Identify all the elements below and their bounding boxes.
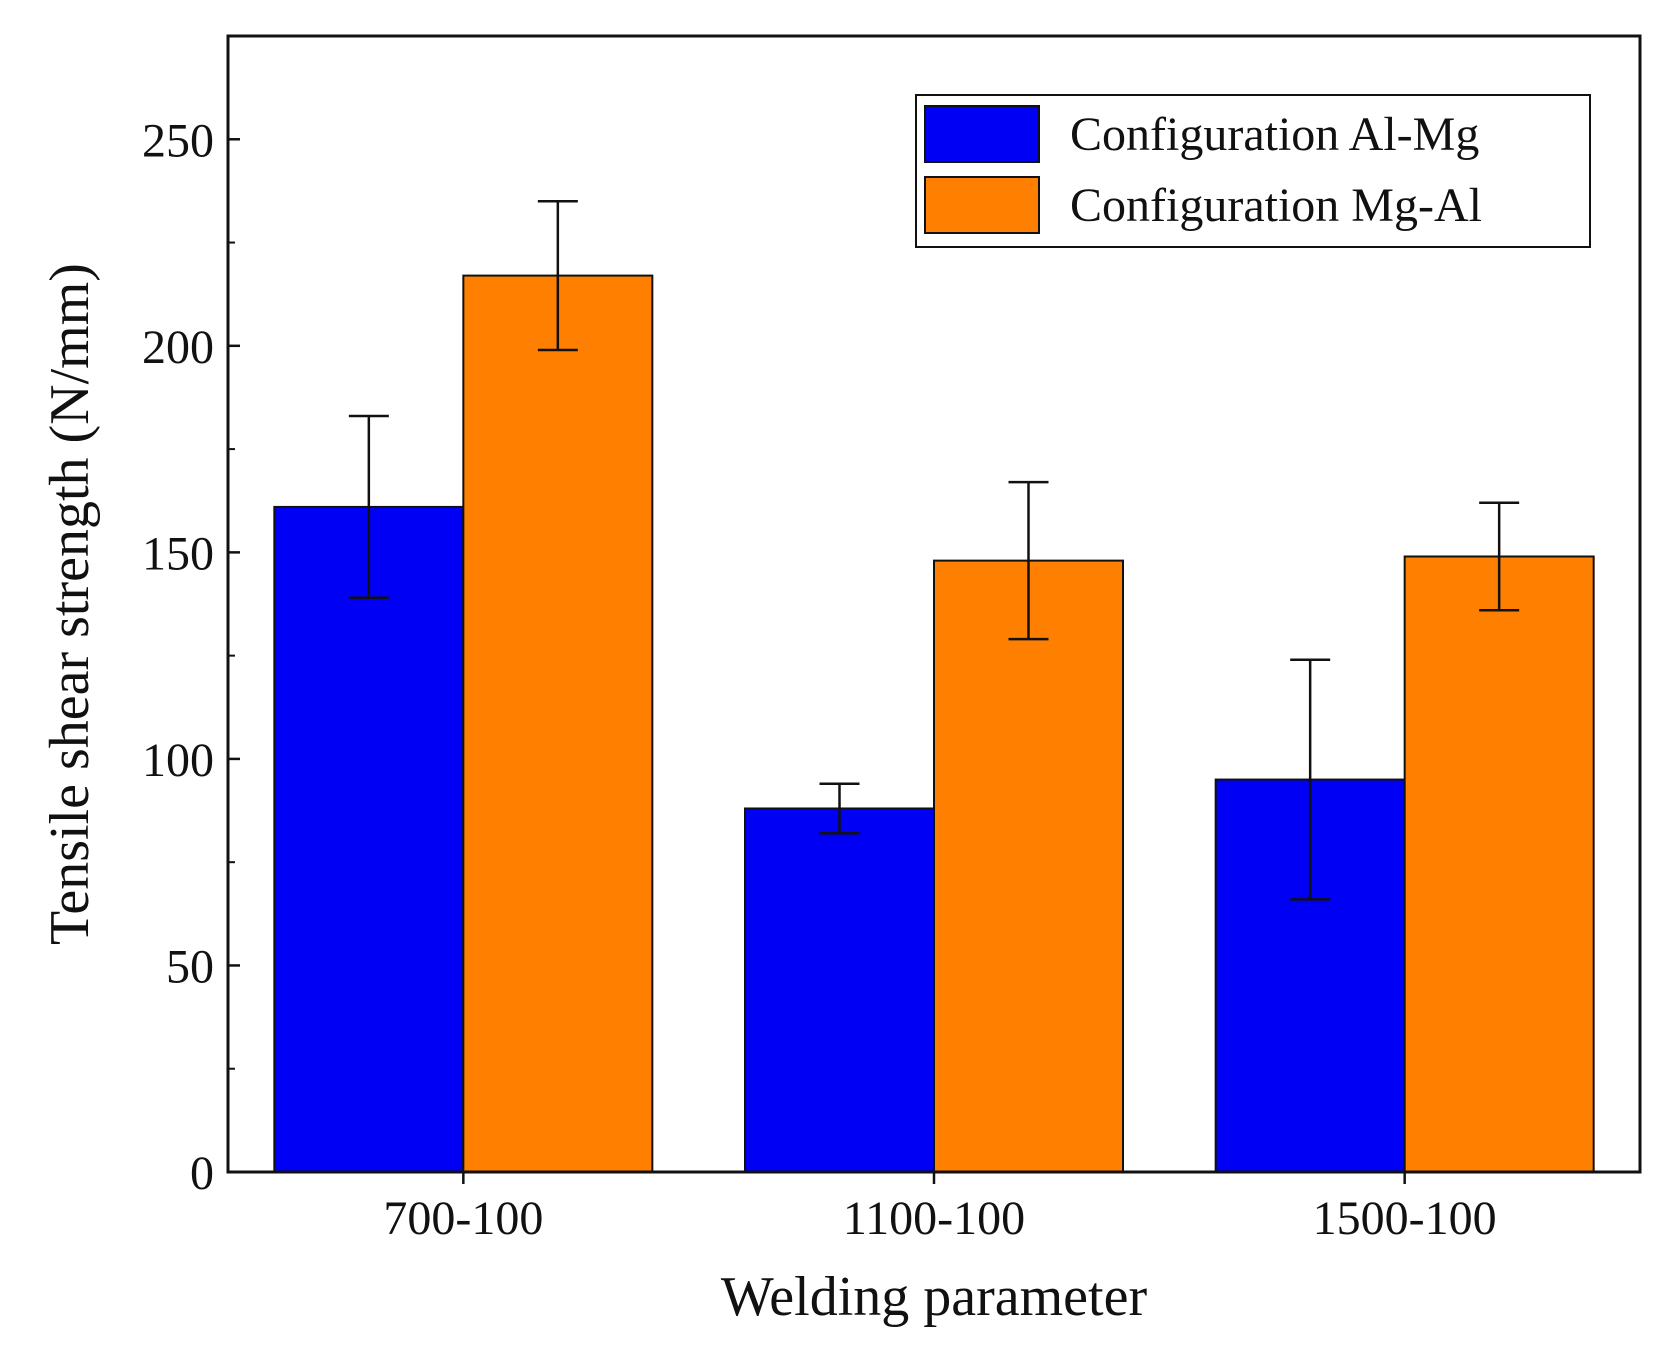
y-axis: 0 50 100 150 200 250: [142, 114, 240, 1200]
y-axis-title: Tensile shear strength (N/mm): [39, 263, 101, 945]
bar-mg-al-700-100: [462, 274, 654, 1173]
y-tick-label: 150: [142, 527, 214, 580]
legend-swatch-al-mg: [924, 105, 1040, 163]
y-tick-label: 0: [190, 1147, 214, 1200]
bar-al-mg-1100-100: [744, 807, 935, 1173]
x-tick-label: 1100-100: [843, 1192, 1025, 1245]
bar-mg-al-1100-100: [933, 559, 1124, 1173]
legend-label-al-mg: Configuration Al-Mg: [1070, 108, 1479, 161]
bar-mg-al-1500-100: [1403, 555, 1595, 1173]
error-bars-layer: [348, 199, 1520, 901]
x-axis-title: Welding parameter: [721, 1266, 1148, 1328]
legend-swatch-mg-al: [924, 176, 1040, 234]
x-tick-label: 1500-100: [1313, 1192, 1497, 1245]
x-axis: 700-100 1100-100 1500-100: [383, 1172, 1497, 1245]
x-tick-label: 700-100: [383, 1192, 543, 1245]
bars-layer: [273, 274, 1595, 1174]
y-tick-label: 50: [166, 940, 214, 993]
y-tick-label: 250: [142, 114, 214, 167]
bar-al-mg-700-100: [273, 505, 465, 1173]
y-tick-label: 200: [142, 321, 214, 374]
legend: Configuration Al-Mg Configuration Mg-Al: [915, 94, 1591, 248]
legend-label-mg-al: Configuration Mg-Al: [1070, 179, 1482, 232]
y-tick-label: 100: [142, 734, 214, 787]
